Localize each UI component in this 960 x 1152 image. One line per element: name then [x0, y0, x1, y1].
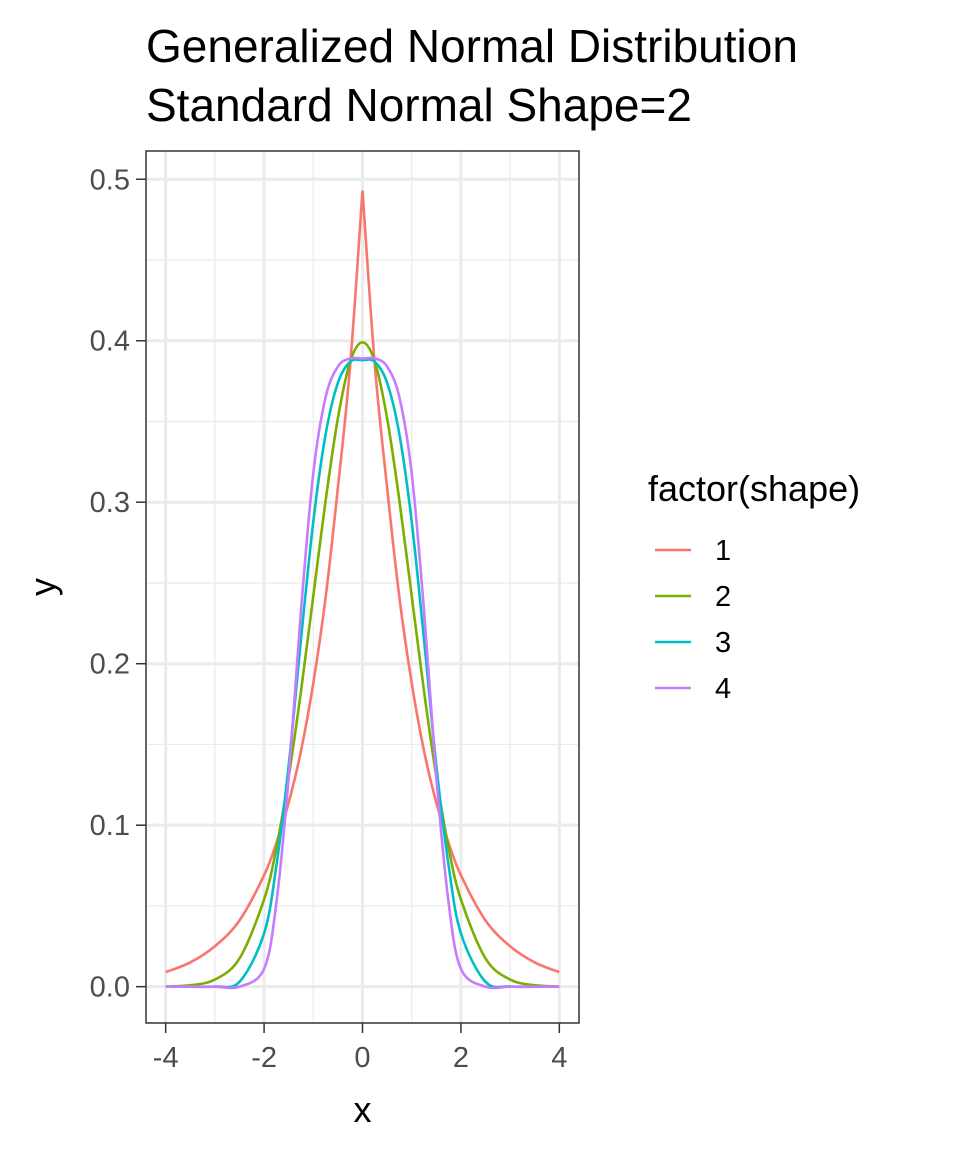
x-tick-label: -2 [251, 1042, 277, 1074]
y-tick-label: 0.4 [90, 326, 130, 358]
x-axis-title: x [354, 1089, 372, 1130]
series-line-shape-4 [165, 356, 560, 990]
y-tick-label: 0.5 [90, 164, 130, 196]
legend-label-4: 4 [715, 673, 731, 705]
y-axis-title: y [22, 578, 63, 596]
chart-title-line-1: Generalized Normal Distribution [146, 20, 798, 72]
series-lines [165, 190, 560, 990]
x-axis: -4 -2 0 2 4 [153, 1023, 567, 1074]
x-tick-label: -4 [153, 1042, 179, 1074]
y-tick-label: 0.3 [90, 487, 130, 519]
y-tick-label: 0.0 [90, 972, 130, 1004]
y-axis: 0.0 0.1 0.2 0.3 0.4 0.5 [90, 164, 146, 1004]
legend-title: factor(shape) [648, 468, 860, 509]
legend-label-3: 3 [715, 627, 731, 659]
legend-label-2: 2 [715, 581, 731, 613]
series-line-shape-1 [165, 190, 560, 974]
series-line-shape-3 [165, 358, 560, 989]
x-tick-label: 4 [551, 1042, 567, 1074]
x-tick-label: 0 [354, 1042, 370, 1074]
chart-title-line-2: Standard Normal Shape=2 [146, 79, 692, 131]
legend: factor(shape) 1 2 3 4 [648, 468, 860, 705]
y-tick-label: 0.2 [90, 649, 130, 681]
series-line-shape-2 [165, 341, 560, 988]
legend-label-1: 1 [715, 535, 731, 567]
x-tick-label: 2 [453, 1042, 469, 1074]
y-tick-label: 0.1 [90, 810, 130, 842]
